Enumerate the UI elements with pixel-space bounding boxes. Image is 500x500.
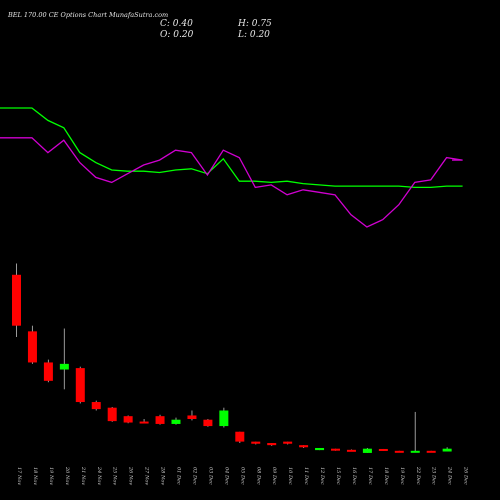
candle-body-down [107, 407, 117, 422]
candle-body-down [139, 421, 149, 424]
candle [107, 406, 117, 422]
candle-body-up [410, 450, 420, 453]
x-tick-label: 10 Dec [287, 467, 293, 485]
candle-body-down [346, 449, 356, 452]
x-tick-label: 19 Dec [399, 467, 405, 485]
x-tick-label: 17 Dec [367, 467, 373, 485]
candles [12, 263, 452, 453]
x-axis-ticks: 17 Nov 18 Nov 19 Nov 20 Nov 21 Nov 24 Nov 25 N… [16, 466, 469, 485]
candle-body-down [251, 441, 261, 444]
candle-body-down [123, 416, 133, 423]
candle-body-down [394, 450, 404, 453]
x-tick-label: 18 Dec [383, 467, 389, 485]
x-tick-label: 28 Nov [160, 466, 166, 485]
low-readout: L: 0.20 [237, 30, 270, 40]
x-tick-label: 27 Nov [144, 466, 150, 485]
candle-body-down [155, 416, 165, 424]
x-tick-label: 05 Dec [239, 467, 245, 485]
candle [235, 431, 245, 444]
candle [203, 419, 213, 427]
high-readout: H: 0.75 [237, 19, 272, 29]
candle [219, 407, 229, 428]
x-tick-label: 23 Dec [431, 466, 437, 485]
candle [171, 417, 181, 425]
x-tick-label: 26 Dec [463, 466, 469, 485]
x-tick-label: 25 Nov [112, 466, 118, 485]
candle-body-down [187, 415, 197, 419]
candle [394, 450, 404, 453]
candle [75, 366, 85, 404]
x-tick-label: 12 Dec [319, 467, 325, 485]
x-tick-label: 19 Nov [48, 467, 54, 485]
candle-body-up [219, 410, 229, 427]
x-tick-label: 20 Nov [64, 466, 70, 485]
candle [139, 419, 149, 424]
x-tick-label: 26 Nov [128, 466, 134, 485]
candle-body-down [235, 431, 245, 442]
candle [362, 447, 372, 453]
candle-body-down [331, 448, 340, 451]
candle [331, 448, 340, 451]
chart-title: BEL 170.00 CE Options Chart MunafaSutra.… [7, 11, 168, 19]
x-tick-label: 04 Dec [223, 467, 229, 485]
indicator-line-magenta [0, 137, 463, 228]
candle-body-down [299, 445, 309, 448]
candle [91, 400, 101, 411]
candle-body-up [59, 363, 69, 370]
candle [12, 263, 21, 337]
x-tick-label: 09 Dec [271, 467, 277, 485]
x-tick-label: 17 Nov [16, 467, 22, 485]
candle [267, 443, 277, 446]
x-tick-label: 03 Dec [207, 467, 213, 485]
candle-body-down [378, 448, 388, 451]
candle [378, 448, 388, 451]
x-tick-label: 24 Nov [96, 466, 102, 485]
candle-body-down [91, 402, 101, 410]
x-tick-label: 22 Dec [415, 466, 421, 485]
x-tick-label: 16 Dec [351, 467, 357, 485]
x-tick-label: 21 Nov [80, 466, 86, 485]
open-readout: O: 0.20 [160, 30, 194, 40]
candle [59, 328, 69, 390]
x-tick-label: 08 Dec [255, 467, 261, 485]
candle-body-down [267, 443, 277, 446]
candle-body-down [283, 441, 293, 444]
x-tick-label: 11 Dec [303, 467, 309, 485]
candle-body-down [426, 450, 436, 453]
candle-body-down [203, 419, 213, 427]
candle-body-up [315, 447, 325, 451]
candle [426, 450, 436, 453]
candle [43, 359, 53, 383]
candle [155, 414, 165, 425]
candle [299, 445, 309, 448]
candle [410, 411, 420, 453]
candle [123, 415, 133, 424]
candle-body-up [442, 448, 452, 452]
candle [283, 441, 293, 445]
candle [187, 410, 197, 421]
candle-body-down [75, 368, 85, 403]
candle [315, 447, 325, 451]
indicator-line-green [0, 107, 463, 189]
candle-body-down [12, 274, 21, 326]
candle [442, 447, 452, 452]
candle-body-up [171, 419, 181, 424]
x-tick-label: 02 Dec [191, 467, 197, 485]
x-tick-label: 01 Dec [176, 467, 182, 485]
candle-body-up [362, 448, 372, 453]
candle-body-down [43, 362, 53, 381]
candle [346, 449, 356, 452]
x-tick-label: 15 Dec [335, 467, 341, 485]
x-tick-label: 18 Nov [32, 467, 38, 485]
candle-body-down [27, 331, 37, 363]
x-tick-label: 24 Dec [447, 466, 453, 485]
indicator-lines [0, 107, 463, 228]
close-readout: C: 0.40 [160, 19, 193, 29]
candle [27, 325, 37, 364]
candle [251, 441, 261, 445]
